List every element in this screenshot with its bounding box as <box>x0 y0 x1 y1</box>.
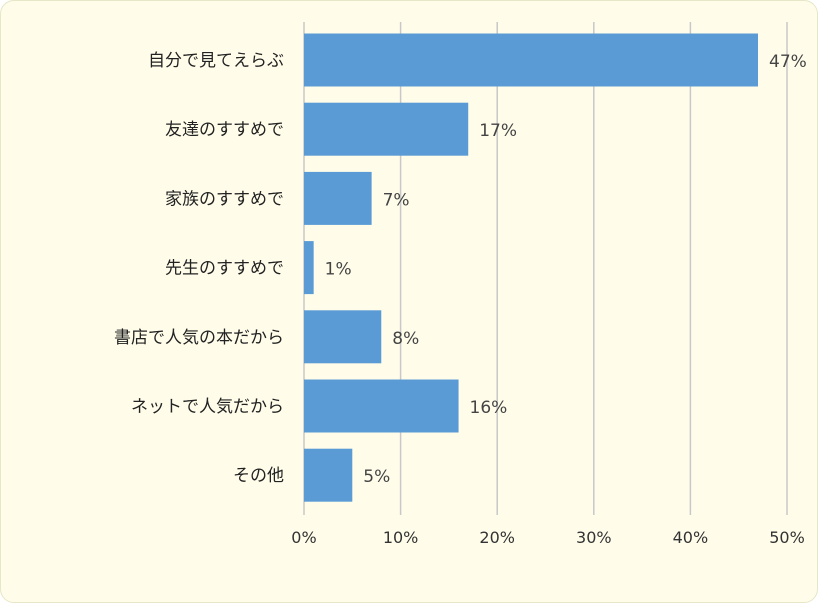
bar-2 <box>304 171 372 225</box>
data-label-2: 7% <box>383 190 410 210</box>
category-label-5: ネットで人気だから <box>131 397 284 417</box>
x-tick-label-4: 40% <box>673 528 709 547</box>
category-label-0: 自分で見てえらぶ <box>148 51 284 71</box>
category-label-3: 先生のすすめで <box>165 259 284 279</box>
x-tick-label-3: 30% <box>576 528 612 547</box>
category-label-4: 書店で人気の本だから <box>114 328 284 348</box>
bar-0 <box>304 33 759 87</box>
x-tick-label-5: 50% <box>769 528 805 547</box>
data-label-4: 8% <box>392 329 419 349</box>
x-tick-label-0: 0% <box>291 528 316 547</box>
data-label-1: 17% <box>479 121 517 141</box>
bar-1 <box>304 102 469 156</box>
x-tick-label-2: 20% <box>479 528 515 547</box>
data-label-3: 1% <box>325 260 352 280</box>
category-label-6: その他 <box>233 466 284 486</box>
x-tick-label-1: 10% <box>383 528 419 547</box>
bar-3 <box>304 241 314 295</box>
category-label-1: 友達のすすめで <box>165 120 284 140</box>
data-label-5: 16% <box>470 398 508 418</box>
data-label-6: 5% <box>363 467 390 487</box>
category-label-2: 家族のすすめで <box>165 189 284 209</box>
bar-5 <box>304 379 459 433</box>
bar-6 <box>304 448 353 502</box>
data-label-0: 47% <box>769 52 807 72</box>
bar-4 <box>304 310 382 364</box>
